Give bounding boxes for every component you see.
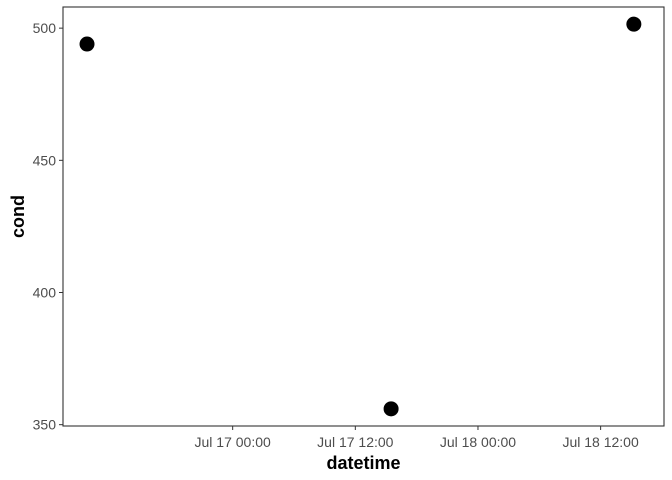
y-tick-label: 450: [33, 152, 57, 168]
x-tick-label: Jul 17 00:00: [195, 434, 271, 450]
y-tick-label: 400: [33, 285, 57, 301]
y-tick-label: 350: [33, 417, 57, 433]
data-point: [79, 36, 95, 52]
x-axis-title: datetime: [326, 453, 400, 473]
x-tick-label: Jul 18 12:00: [562, 434, 638, 450]
data-point: [626, 16, 642, 32]
x-tick-label: Jul 18 00:00: [440, 434, 516, 450]
y-tick-label: 500: [33, 20, 57, 36]
data-point: [383, 401, 399, 417]
plot-area: 350 400 450 500 Jul 17 00:00 Jul 17 12:00 Jul …: [33, 16, 642, 450]
panel-border: [62, 6, 665, 427]
y-axis-title: cond: [8, 195, 28, 238]
x-tick-label: Jul 17 12:00: [317, 434, 393, 450]
